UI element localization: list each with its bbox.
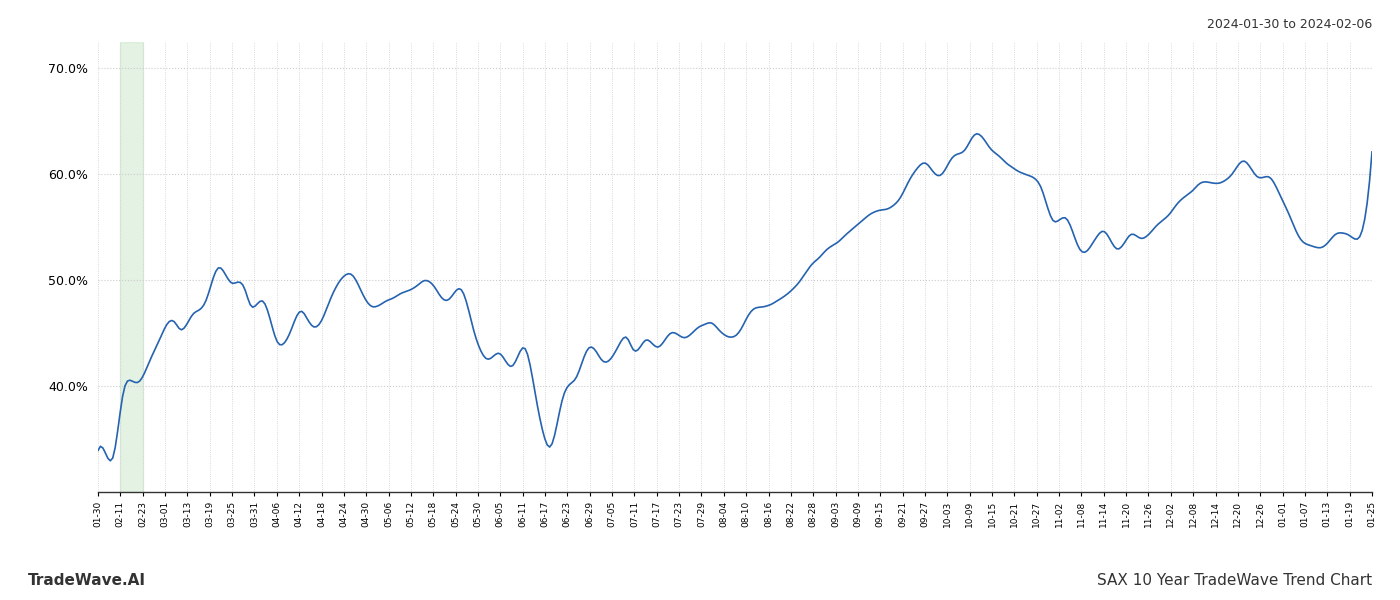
Text: 2024-01-30 to 2024-02-06: 2024-01-30 to 2024-02-06 (1207, 18, 1372, 31)
Bar (120, 42, 143, 492)
Text: SAX 10 Year TradeWave Trend Chart: SAX 10 Year TradeWave Trend Chart (1096, 573, 1372, 588)
Text: TradeWave.AI: TradeWave.AI (28, 573, 146, 588)
